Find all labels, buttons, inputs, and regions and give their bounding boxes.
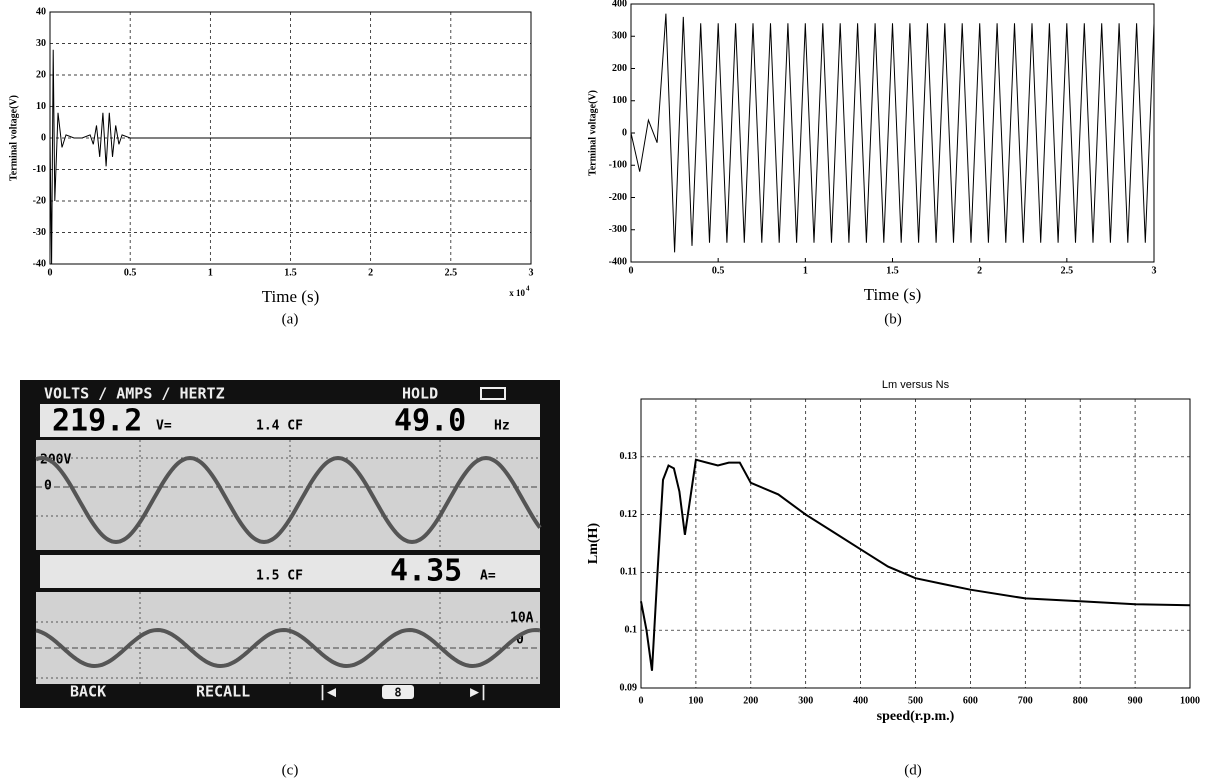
caption: (d) bbox=[904, 762, 922, 778]
voltage-zero: 0 bbox=[44, 479, 52, 494]
x-axis-label: Time (s) bbox=[262, 287, 319, 306]
y-tick-label: -400 bbox=[609, 256, 627, 267]
caption: (c) bbox=[282, 762, 299, 778]
y-tick-label: -200 bbox=[609, 192, 627, 203]
y-tick-label: 0.09 bbox=[620, 682, 638, 693]
caption: (b) bbox=[884, 311, 902, 327]
y-tick-label: 100 bbox=[612, 95, 627, 106]
scope-trace bbox=[35, 627, 541, 669]
y-tick-label: 40 bbox=[36, 6, 46, 17]
meter-hold: HOLD bbox=[402, 385, 438, 403]
x-tick-label: 2.5 bbox=[1061, 265, 1074, 276]
y-tick-label: -300 bbox=[609, 224, 627, 235]
readout-band bbox=[40, 555, 540, 588]
y-tick-label: 0.11 bbox=[620, 567, 637, 578]
x-tick-label: 0 bbox=[48, 267, 53, 278]
frequency-unit: Hz bbox=[494, 419, 510, 434]
x-tick-label: 1 bbox=[208, 267, 213, 278]
x-tick-label: 300 bbox=[798, 695, 813, 706]
y-tick-label: -30 bbox=[33, 227, 46, 238]
voltage-unit: V= bbox=[156, 419, 172, 434]
scope-trace bbox=[35, 455, 542, 545]
x-tick-label: 3 bbox=[529, 267, 534, 278]
page-number: 8 bbox=[394, 686, 401, 700]
caption: (a) bbox=[282, 311, 299, 327]
x-axis-label: speed(r.p.m.) bbox=[877, 709, 955, 724]
x-scale-label: x 10 bbox=[509, 288, 525, 298]
y-axis-label: Terminal voltage(V) bbox=[587, 90, 598, 176]
page-box bbox=[382, 685, 414, 699]
y-tick-label: 0.1 bbox=[625, 624, 638, 635]
y-tick-label: 300 bbox=[612, 31, 627, 42]
scope-1 bbox=[36, 440, 540, 550]
meter-panel: VOLTS / AMPS / HERTZ HOLD 219.2 V= 1.4 C… bbox=[20, 380, 560, 778]
voltage-scale: 200V bbox=[40, 453, 71, 468]
y-tick-label: -40 bbox=[33, 258, 46, 269]
current-reading: 4.35 bbox=[390, 554, 462, 589]
x-tick-label: 100 bbox=[688, 695, 703, 706]
y-tick-label: -100 bbox=[609, 160, 627, 171]
x-tick-label: 400 bbox=[853, 695, 868, 706]
plot-area bbox=[630, 3, 1155, 263]
x-scale-exponent: 4 bbox=[526, 285, 530, 293]
y-axis-label: Terminal voltage(V) bbox=[8, 95, 19, 181]
x-tick-label: 0 bbox=[639, 695, 644, 706]
back-button: BACK bbox=[70, 683, 106, 701]
current-zero: 0 bbox=[516, 633, 524, 648]
current-unit: A= bbox=[480, 569, 496, 584]
x-tick-label: 1 bbox=[803, 265, 808, 276]
y-tick-label: -20 bbox=[33, 195, 46, 206]
x-axis-label: Time (s) bbox=[864, 285, 921, 304]
x-tick-label: 0.5 bbox=[124, 267, 137, 278]
voltage-reading: 219.2 bbox=[52, 404, 142, 439]
x-tick-label: 2 bbox=[368, 267, 373, 278]
prev-icon: |◀ bbox=[318, 683, 336, 702]
next-icon: ▶| bbox=[470, 683, 488, 702]
y-axis-label: Lm(H) bbox=[586, 523, 601, 565]
y-tick-label: 30 bbox=[36, 38, 46, 49]
y-tick-label: 0 bbox=[622, 127, 627, 138]
x-tick-label: 3 bbox=[1152, 265, 1157, 276]
data-line bbox=[49, 49, 531, 265]
data-line bbox=[640, 458, 1191, 671]
y-tick-label: 0.13 bbox=[620, 451, 638, 462]
x-tick-label: 1.5 bbox=[886, 265, 899, 276]
x-tick-label: 0.5 bbox=[712, 265, 725, 276]
y-tick-label: 0.12 bbox=[620, 509, 638, 520]
x-tick-label: 1000 bbox=[1180, 695, 1200, 706]
x-tick-label: 900 bbox=[1128, 695, 1143, 706]
readout-band bbox=[40, 404, 540, 437]
y-tick-label: 0 bbox=[41, 132, 46, 143]
x-tick-label: 2 bbox=[977, 265, 982, 276]
scope-2 bbox=[36, 592, 540, 684]
x-tick-label: 700 bbox=[1018, 695, 1033, 706]
data-line bbox=[630, 13, 1155, 253]
x-tick-label: 500 bbox=[908, 695, 923, 706]
chart-title: Lm versus Ns bbox=[882, 379, 950, 391]
x-tick-label: 1.5 bbox=[284, 267, 297, 278]
battery-icon bbox=[480, 387, 506, 400]
x-tick-label: 0 bbox=[629, 265, 634, 276]
y-tick-label: 200 bbox=[612, 63, 627, 74]
y-tick-label: 20 bbox=[36, 69, 46, 80]
x-tick-label: 600 bbox=[963, 695, 978, 706]
y-tick-label: 400 bbox=[612, 0, 627, 9]
x-tick-label: 2.5 bbox=[445, 267, 458, 278]
meter-header: VOLTS / AMPS / HERTZ bbox=[44, 385, 225, 403]
y-tick-label: 10 bbox=[36, 101, 46, 112]
current-scale: 10A bbox=[510, 611, 534, 626]
voltage-cf: 1.4 CF bbox=[256, 419, 303, 434]
y-tick-label: -10 bbox=[33, 164, 46, 175]
current-cf: 1.5 CF bbox=[256, 569, 303, 584]
x-tick-label: 800 bbox=[1073, 695, 1088, 706]
x-tick-label: 200 bbox=[743, 695, 758, 706]
recall-button: RECALL bbox=[196, 683, 250, 701]
frequency-reading: 49.0 bbox=[394, 404, 466, 439]
